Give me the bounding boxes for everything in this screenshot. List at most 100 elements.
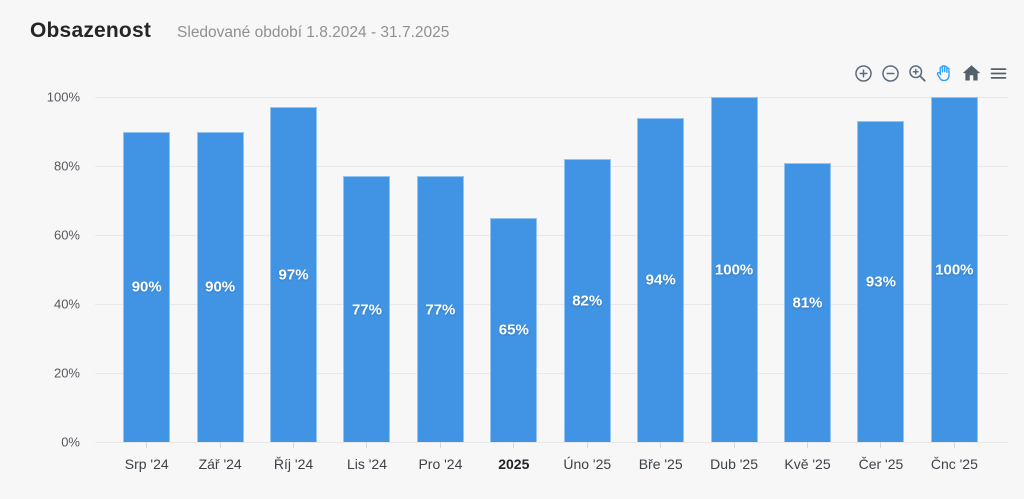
gridline [95, 96, 1008, 98]
tick-slot [477, 442, 550, 449]
x-axis-tick [586, 442, 588, 448]
chart-toolbar [851, 61, 1010, 85]
bar-value-label: 100% [714, 261, 754, 279]
gridline [95, 165, 1008, 167]
bar[interactable]: 90% [196, 131, 244, 442]
gridline [95, 234, 1008, 236]
y-axis-tick-label: 0% [61, 434, 80, 450]
x-axis-tick-label: Čnc '25 [930, 456, 978, 472]
x-axis-tick [439, 442, 441, 448]
bar-slot: 90% [110, 97, 183, 442]
tick-slot [697, 442, 770, 449]
bar[interactable]: 77% [343, 176, 391, 442]
bar-slot: 82% [551, 97, 624, 442]
bar-value-label: 65% [498, 321, 529, 339]
y-axis-tick-label: 100% [46, 89, 80, 105]
bars: 90% 90% 97% 77% 77% 65% 82% 94% 100% 81% 93% 100% [110, 97, 991, 442]
y-axis: 100% 80% 60% 40% 20% 0% [0, 90, 80, 450]
page-title: Obsazenost [30, 19, 152, 42]
x-axis-tick-label: 2025 [498, 456, 530, 472]
x-axis-tick [366, 442, 368, 448]
plot-area: 90% 90% 97% 77% 77% 65% 82% 94% 100% 81% 93% 100% [95, 96, 1008, 443]
x-axis-labels: Srp '24 Zář '24 Říj '24 Lis '24 Pro '24 2025 Ú… [110, 456, 991, 472]
bar-value-label: 90% [131, 278, 162, 296]
x-axis-tick [660, 442, 662, 448]
zoom-in-icon[interactable] [851, 61, 875, 85]
bar-slot: 77% [330, 97, 403, 442]
x-axis-tick-label: Pro '24 [418, 456, 463, 472]
home-icon[interactable] [959, 61, 983, 85]
tick-slot [771, 442, 844, 449]
bar-slot: 93% [844, 97, 917, 442]
y-axis-tick-label: 20% [53, 365, 80, 381]
tick-slot [551, 442, 624, 449]
bar[interactable]: 97% [270, 107, 318, 442]
x-axis-tick [146, 442, 148, 448]
y-axis-tick-label: 60% [53, 227, 80, 243]
bar-slot: 100% [918, 97, 991, 442]
bar-slot: 97% [257, 97, 330, 442]
x-axis-tick-label: Lis '24 [346, 456, 387, 472]
bar-value-label: 77% [425, 301, 456, 319]
pan-icon[interactable] [932, 61, 956, 85]
y-axis-tick-label: 80% [53, 158, 80, 174]
tick-slot [624, 442, 697, 449]
tick-slot [183, 442, 256, 449]
tick-slot [257, 442, 330, 449]
gridline [95, 372, 1008, 374]
chart-subtitle: Sledované období 1.8.2024 - 31.7.2025 [177, 24, 450, 41]
bar-slot: 65% [477, 97, 550, 442]
bar-value-label: 93% [865, 273, 896, 291]
bar-slot: 100% [697, 97, 770, 442]
x-axis-tick-label: Dub '25 [710, 456, 758, 472]
x-axis-tick [733, 442, 735, 448]
x-axis-tick-label: Úno '25 [563, 456, 612, 472]
y-axis-tick-label: 40% [53, 296, 80, 312]
x-axis-tick-label: Zář '24 [198, 456, 242, 472]
gridline [95, 303, 1008, 305]
bar[interactable]: 94% [637, 117, 685, 442]
bar[interactable]: 77% [416, 176, 464, 442]
bar[interactable]: 65% [490, 217, 538, 442]
x-axis-tick [513, 442, 515, 448]
bar-slot: 90% [183, 97, 256, 442]
bar-value-label: 77% [351, 301, 382, 319]
x-axis-tick-label: Říj '24 [273, 456, 314, 472]
bar-slot: 94% [624, 97, 697, 442]
x-axis-tick-label: Kvě '25 [784, 456, 831, 472]
x-axis-tick [293, 442, 295, 448]
bar-value-label: 90% [205, 278, 236, 296]
x-axis-tick [219, 442, 221, 448]
bar[interactable]: 100% [710, 97, 758, 442]
x-axis-tick [953, 442, 955, 448]
tick-slot [918, 442, 991, 449]
bar[interactable]: 81% [784, 162, 831, 442]
x-axis-tick [880, 442, 882, 448]
bar[interactable]: 82% [563, 159, 611, 442]
bar-slot: 81% [771, 97, 844, 442]
tick-slot [330, 442, 403, 449]
chart-header: Obsazenost Sledované období 1.8.2024 - 3… [30, 19, 449, 43]
bar-value-label: 100% [935, 261, 974, 279]
bar-value-label: 94% [645, 271, 676, 289]
x-axis-tick-label: Bře '25 [638, 456, 683, 472]
bar[interactable]: 93% [857, 121, 905, 442]
tick-slot [844, 442, 917, 449]
bar[interactable]: 100% [930, 97, 978, 442]
bar-slot: 77% [404, 97, 477, 442]
tick-slot [110, 442, 183, 449]
bar-value-label: 81% [792, 294, 823, 312]
selection-zoom-icon[interactable] [905, 61, 929, 85]
x-axis-tick-label: Čer '25 [858, 456, 904, 472]
tick-slot [404, 442, 477, 449]
x-axis-tick-label: Srp '24 [124, 456, 169, 472]
x-axis-tick [807, 442, 808, 448]
zoom-out-icon[interactable] [878, 61, 902, 85]
menu-icon[interactable] [986, 61, 1010, 85]
x-axis-ticks [110, 442, 991, 449]
bar[interactable]: 90% [123, 131, 171, 442]
bar-value-label: 82% [572, 292, 603, 310]
bar-value-label: 97% [278, 266, 309, 284]
gridline [95, 441, 1008, 443]
